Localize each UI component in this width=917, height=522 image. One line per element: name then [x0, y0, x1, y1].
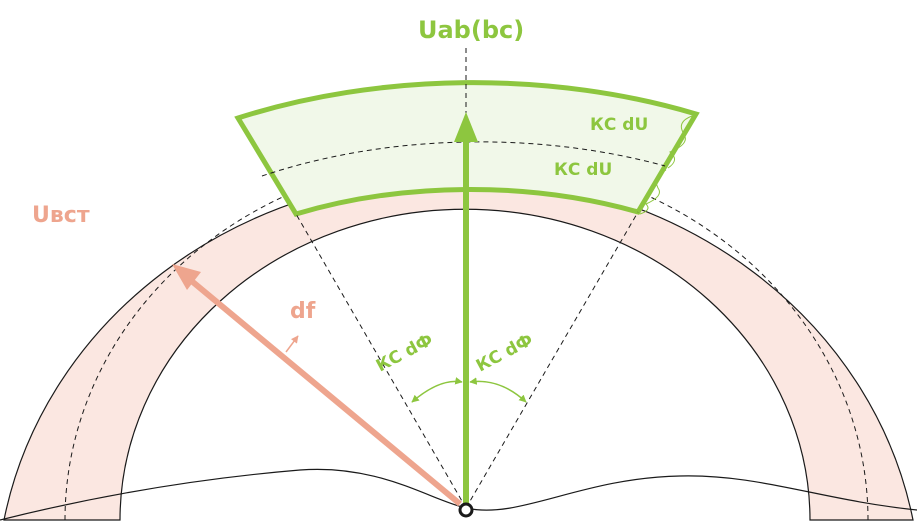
uab-arrowhead [454, 112, 478, 142]
left-boundary-dash [295, 213, 467, 509]
angle-arc-left [411, 377, 463, 403]
angle-arc-right [469, 377, 527, 403]
origin-point [458, 502, 474, 518]
ground-line [0, 468, 917, 521]
df-label: df [290, 299, 316, 324]
uvst-label: Uвст [32, 203, 90, 228]
brace-inner [639, 169, 667, 215]
uvst-vector [186, 275, 462, 507]
uvst-mid-circle [64, 156, 869, 521]
uvst-arrowhead [172, 264, 201, 290]
brace-outer [667, 115, 693, 169]
sector-mid-dashed [261, 141, 666, 177]
uab-label: Uab(bc) [418, 16, 524, 44]
kc-dphi-right-label: КС dФ [473, 330, 537, 376]
kc-dphi-left-label: КС dФ [373, 330, 437, 376]
right-boundary-dash [465, 211, 639, 509]
kc-du-outer-label: КС dU [590, 115, 648, 135]
uvst-band [3, 174, 914, 521]
kc-du-inner-label: КС dU [554, 160, 612, 180]
df-arrow [285, 335, 299, 353]
